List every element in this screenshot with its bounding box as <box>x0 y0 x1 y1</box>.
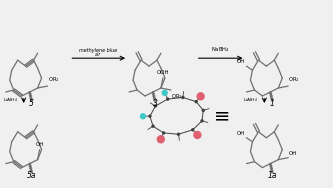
Circle shape <box>149 115 151 117</box>
Text: OR$_1$: OR$_1$ <box>288 75 300 84</box>
Circle shape <box>201 120 203 122</box>
Circle shape <box>195 101 197 103</box>
Text: methylene blue: methylene blue <box>79 48 118 53</box>
Circle shape <box>158 136 164 143</box>
Text: 1a: 1a <box>268 171 277 180</box>
Text: LiAlH$_4$: LiAlH$_4$ <box>3 96 18 104</box>
Circle shape <box>163 132 165 134</box>
Circle shape <box>167 98 169 100</box>
Circle shape <box>141 114 146 119</box>
Text: air: air <box>95 52 102 57</box>
Circle shape <box>162 90 167 95</box>
Circle shape <box>194 131 201 138</box>
Text: NaBH$_4$: NaBH$_4$ <box>211 45 230 54</box>
Circle shape <box>192 129 194 131</box>
Text: ≡: ≡ <box>214 106 231 125</box>
Text: OR$_1$: OR$_1$ <box>48 75 60 84</box>
Text: OR$_1$: OR$_1$ <box>171 92 183 101</box>
Circle shape <box>155 105 157 107</box>
Circle shape <box>152 125 154 127</box>
Text: LiAlH$_4$: LiAlH$_4$ <box>243 96 258 104</box>
Text: OH: OH <box>237 59 245 64</box>
Text: 5a: 5a <box>27 171 36 180</box>
Text: OOH: OOH <box>157 70 169 75</box>
Text: OH: OH <box>237 131 245 136</box>
Text: 1: 1 <box>270 99 275 108</box>
Text: OH: OH <box>289 151 298 156</box>
Text: 5: 5 <box>29 99 34 108</box>
Circle shape <box>202 109 204 111</box>
Circle shape <box>177 133 179 135</box>
Circle shape <box>182 96 184 99</box>
Text: OH: OH <box>35 142 44 147</box>
Text: 3: 3 <box>153 99 158 108</box>
Circle shape <box>197 93 204 100</box>
